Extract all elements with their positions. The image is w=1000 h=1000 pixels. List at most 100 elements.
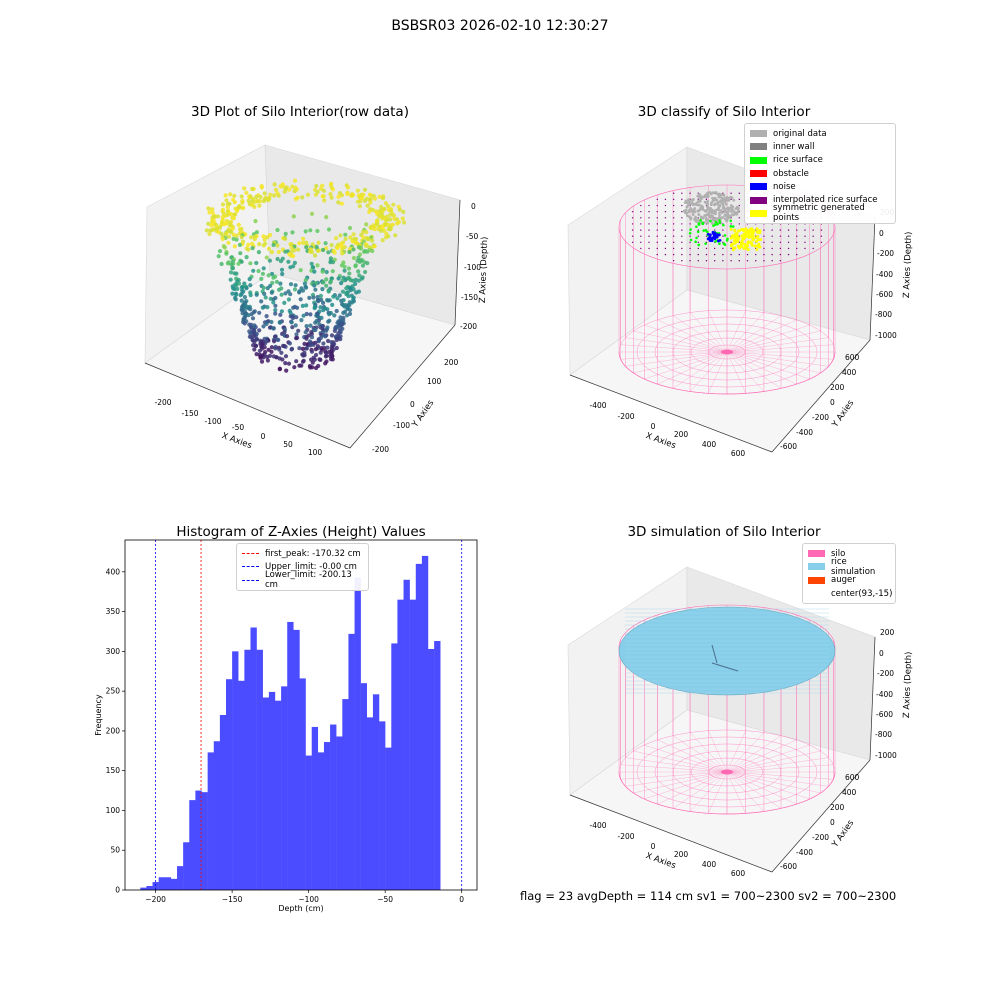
raw-point: [244, 255, 249, 260]
raw-point: [326, 289, 331, 294]
legend-swatch: [808, 563, 825, 571]
raw-point: [289, 347, 294, 352]
legend-entry: original data: [750, 127, 890, 140]
raw-point: [321, 300, 326, 305]
histogram-bar: [140, 887, 147, 890]
raw-point: [301, 353, 306, 358]
simulation-xtick: -200: [617, 832, 634, 841]
rice-surface-point: [714, 240, 717, 243]
classify-xtick: -400: [589, 401, 606, 410]
rice-surface-point: [718, 242, 721, 245]
histogram-bar: [213, 741, 221, 890]
raw-point: [300, 359, 306, 364]
raw-plot-title: 3D Plot of Silo Interior(row data): [191, 104, 409, 120]
interpolated-point: [804, 247, 806, 250]
raw-point: [332, 250, 337, 255]
raw-point: [355, 188, 360, 193]
raw-point: [263, 295, 268, 300]
raw-point: [288, 282, 294, 287]
raw-point: [271, 326, 276, 331]
raw-point: [380, 238, 385, 243]
raw-point: [300, 303, 305, 308]
histogram-bar: [366, 717, 374, 890]
interpolated-point: [681, 229, 683, 231]
original-point: [697, 203, 701, 207]
raw-point: [246, 198, 251, 203]
raw-point: [264, 321, 269, 327]
interpolated-point: [779, 247, 782, 250]
raw-point: [252, 339, 257, 345]
rice-surface-point: [718, 221, 722, 224]
original-point: [697, 192, 701, 196]
raw-point: [236, 261, 241, 266]
histogram-bar: [428, 648, 435, 890]
classify-ytick: -400: [796, 428, 813, 437]
interpolated-point: [631, 241, 634, 244]
interpolated-point: [820, 235, 823, 237]
silo-floor-spoke: [726, 771, 829, 787]
raw-point: [248, 261, 253, 266]
interpolated-point: [631, 217, 634, 219]
raw-point: [318, 357, 323, 362]
raw-point: [269, 349, 274, 354]
interpolated-point: [763, 229, 765, 231]
raw-point: [339, 281, 344, 286]
original-point: [718, 213, 721, 217]
legend-label: symmetric generated points: [773, 203, 865, 224]
interpolated-point: [755, 253, 757, 256]
histogram-bar: [232, 651, 239, 890]
original-point: [712, 211, 715, 215]
raw-point: [256, 250, 261, 255]
raw-point: [356, 278, 361, 283]
symmetric-point: [733, 233, 737, 237]
raw-point: [277, 320, 282, 325]
raw-point: [272, 193, 277, 198]
interpolated-point: [796, 247, 798, 250]
interpolated-point: [787, 241, 790, 244]
interpolated-point: [730, 223, 732, 225]
original-point: [710, 221, 714, 225]
symmetric-point: [744, 246, 748, 250]
rice-surface-point: [699, 219, 702, 222]
original-point: [709, 215, 713, 219]
rice-surface-point: [695, 225, 698, 229]
original-point: [732, 198, 736, 202]
raw-point: [239, 259, 244, 264]
legend-label: rice simulation: [831, 556, 876, 577]
interpolated-point: [681, 210, 683, 213]
raw-point: [223, 193, 228, 198]
raw-point: [309, 211, 315, 216]
raw-point: [353, 264, 358, 269]
raw-point: [324, 283, 329, 288]
raw-point: [292, 260, 297, 265]
original-point: [709, 206, 712, 210]
silo-floor-spoke: [672, 351, 728, 389]
raw-point: [341, 310, 346, 315]
rice-surface-point: [701, 221, 704, 225]
silo-floor-spoke: [633, 351, 728, 374]
raw-point: [357, 204, 362, 209]
interpolated-point: [689, 253, 691, 256]
raw-point: [257, 203, 262, 208]
silo-floor-spoke: [726, 351, 829, 367]
original-point: [718, 200, 722, 204]
raw-point: [322, 198, 327, 203]
histogram-bar: [189, 800, 196, 890]
silo-floor-spoke: [726, 319, 797, 353]
raw-point: [358, 246, 364, 251]
interpolated-point: [672, 253, 675, 256]
original-point: [685, 214, 689, 218]
raw-point: [351, 232, 356, 237]
raw-point: [215, 214, 220, 219]
histogram-xtick-label: −50: [377, 895, 393, 904]
raw-point: [239, 194, 244, 199]
raw-ztick: -100: [464, 263, 481, 272]
raw-point: [228, 192, 233, 197]
raw-point: [262, 191, 267, 196]
raw-point: [258, 355, 263, 360]
histogram-bar: [348, 633, 355, 890]
noise-point: [706, 232, 710, 236]
histogram-bar: [256, 649, 263, 890]
original-point: [717, 205, 721, 209]
interpolated-point: [787, 235, 790, 237]
